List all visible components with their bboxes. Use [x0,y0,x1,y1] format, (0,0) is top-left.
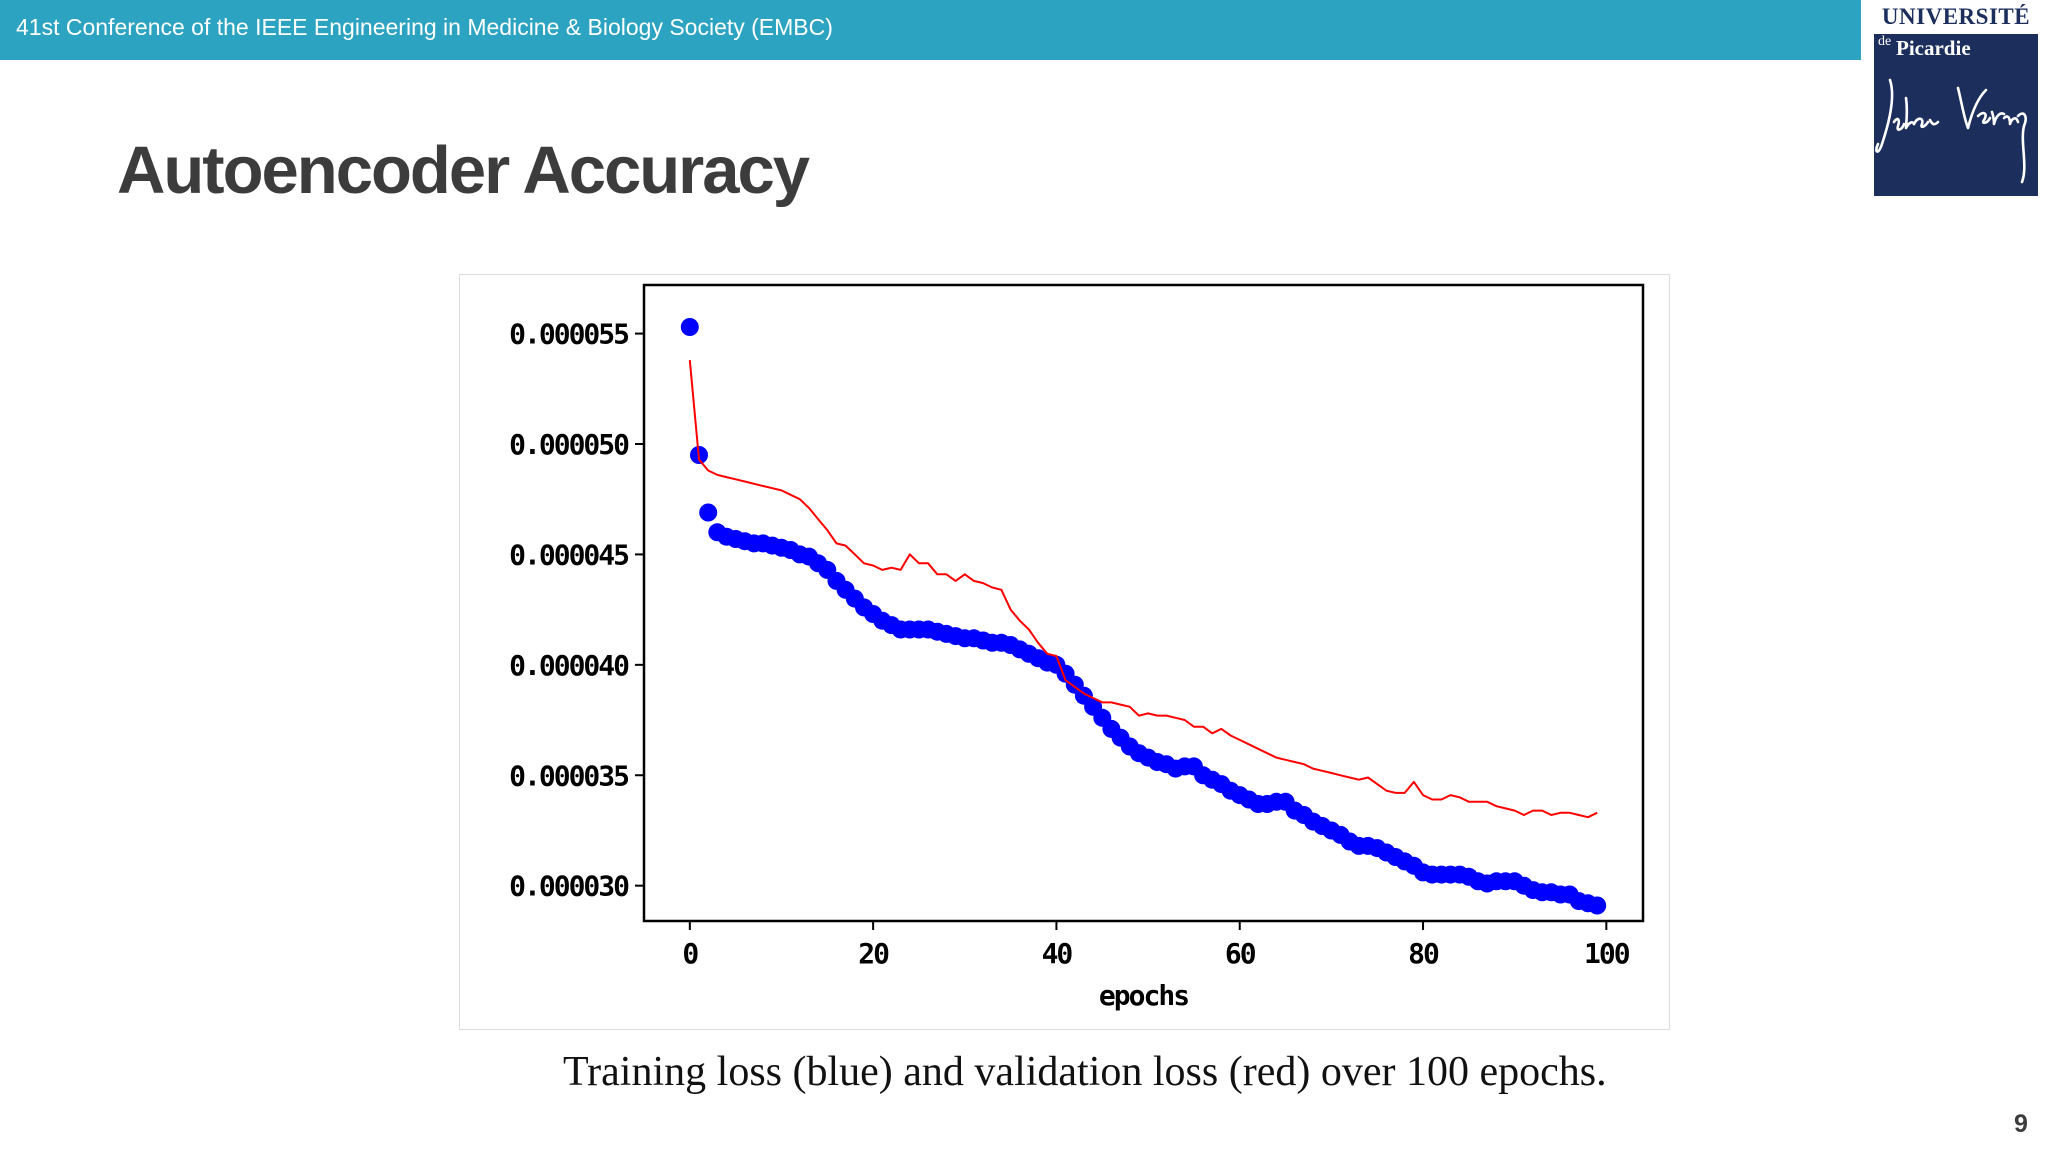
logo-picardie-text: Picardie [1896,36,1971,60]
training-loss-point [680,318,699,336]
logo-university-text: UNIVERSITÉ [1881,4,2031,29]
training-loss-point [699,503,718,522]
logo-de-text: de [1878,34,1892,49]
x-tick-label: 0 [682,937,698,970]
logo-signature-icon [1875,78,2027,184]
university-logo: UNIVERSITÉ de Picardie [1874,4,2038,196]
figure-caption: Training loss (blue) and validation loss… [563,1049,1607,1095]
training-loss-point [1588,896,1607,915]
figure-frame: 0.000030 0.000035 0.000040 0.000045 0.000050… [459,274,1670,1030]
training-loss-series [680,318,1607,915]
x-axis-label: epochs [1099,979,1188,1012]
logo-box: de Picardie [1874,34,2038,196]
y-tick-label: 0.000045 [509,538,628,571]
conference-title: 41st Conference of the IEEE Engineering … [16,14,833,40]
y-tick-label: 0.000040 [509,649,629,682]
x-tick-label: 100 [1584,937,1630,970]
x-tick-label: 40 [1042,937,1073,970]
plot-frame [642,283,1645,923]
series-layer [680,318,1607,915]
header-bar: 41st Conference of the IEEE Engineering … [0,0,1861,60]
y-tick-label: 0.000055 [509,318,628,351]
y-tick-label: 0.000035 [509,759,628,792]
y-tick-label: 0.000030 [509,870,629,903]
loss-chart: 0.000030 0.000035 0.000040 0.000045 0.000050… [509,283,1645,1012]
axis-layer: 0.000030 0.000035 0.000040 0.000045 0.000050… [509,318,1632,1012]
page-title: Autoencoder Accuracy [117,133,810,208]
y-tick-label: 0.000050 [509,428,629,461]
page-number: 9 [2014,1110,2028,1138]
x-tick-label: 80 [1408,937,1439,970]
x-tick-label: 20 [858,937,889,970]
x-tick-label: 60 [1225,937,1256,970]
validation-loss-line [688,360,1598,819]
